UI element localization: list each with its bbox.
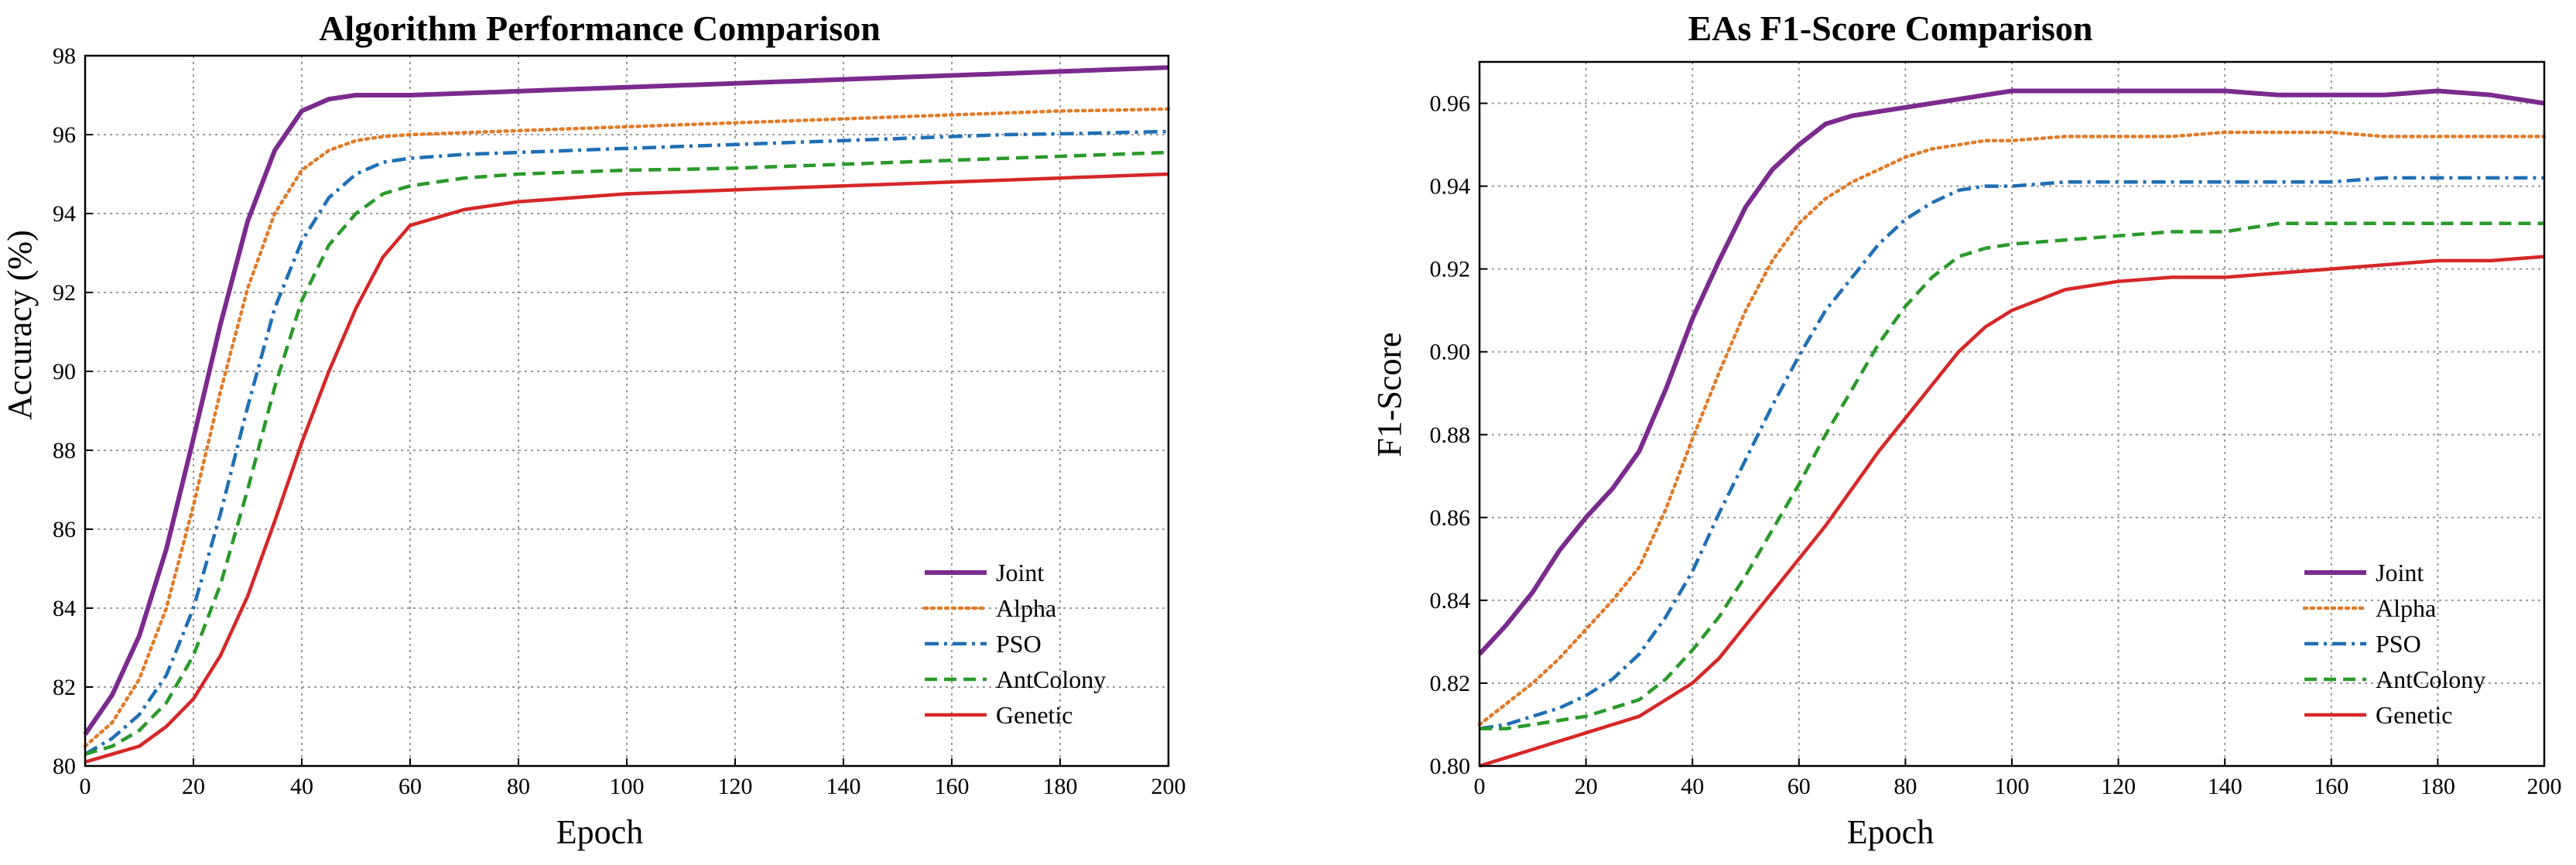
x-tick-label: 160 <box>935 774 970 799</box>
chart-title: Algorithm Performance Comparison <box>319 9 881 48</box>
y-tick-label: 0.84 <box>1430 588 1471 614</box>
y-tick-label: 0.86 <box>1430 505 1471 531</box>
x-tick-label: 100 <box>610 774 645 799</box>
y-tick-label: 84 <box>53 596 76 621</box>
legend-label-joint: Joint <box>2376 559 2424 586</box>
x-tick-label: 0 <box>80 774 91 799</box>
legend-label-genetic: Genetic <box>996 701 1073 729</box>
chart-title: EAs F1-Score Comparison <box>1688 9 2092 48</box>
series-line-joint <box>83 65 1169 736</box>
x-tick-label: 20 <box>182 774 205 799</box>
x-axis-label: Epoch <box>556 813 643 851</box>
y-axis-label: F1-Score <box>1370 332 1408 456</box>
y-tick-label: 0.80 <box>1430 754 1471 779</box>
x-tick-label: 40 <box>290 774 313 799</box>
x-tick-label: 160 <box>2314 774 2349 799</box>
x-tick-label: 100 <box>1995 774 2030 799</box>
legend: Joint Alpha PSO AntColony Genetic <box>2302 559 2485 729</box>
x-axis-label: Epoch <box>1847 813 1934 851</box>
y-tick-label: 0.96 <box>1430 91 1471 117</box>
legend-label-joint: Joint <box>996 559 1044 586</box>
x-tick-label: 80 <box>507 774 530 799</box>
x-tick-label: 200 <box>2527 774 2562 799</box>
y-tick-label: 92 <box>53 280 76 306</box>
series-line-joint <box>1477 88 2545 656</box>
legend-label-antcolony: AntColony <box>996 665 1106 693</box>
y-tick-label: 0.94 <box>1430 174 1471 200</box>
y-tick-label: 0.92 <box>1430 257 1471 282</box>
series-line-alpha <box>1477 130 2547 727</box>
legend-label-antcolony: AntColony <box>2376 665 2485 693</box>
legend-label-pso: PSO <box>996 630 1042 658</box>
y-tick-label: 82 <box>53 675 76 700</box>
series-line-pso <box>84 129 1169 756</box>
y-tick-label: 0.88 <box>1430 422 1471 448</box>
y-axis-label: Accuracy (%) <box>1 230 39 420</box>
series-line-genetic <box>1479 255 2545 768</box>
x-tick-label: 40 <box>1681 774 1704 799</box>
legend-label-alpha: Alpha <box>996 594 1056 622</box>
legend-label-pso: PSO <box>2376 630 2421 658</box>
y-tick-label: 90 <box>53 359 76 385</box>
y-tick-label: 98 <box>53 43 76 69</box>
y-tick-label: 96 <box>53 122 76 148</box>
x-tick-label: 140 <box>826 774 861 799</box>
x-tick-label: 120 <box>718 774 753 799</box>
x-tick-label: 60 <box>399 774 422 799</box>
series-line-antcolony <box>1480 221 2544 731</box>
y-tick-label: 0.82 <box>1430 671 1471 696</box>
series-line-genetic <box>84 172 1169 764</box>
x-tick-label: 80 <box>1894 774 1917 799</box>
x-tick-label: 20 <box>1575 774 1598 799</box>
x-tick-label: 180 <box>2420 774 2455 799</box>
y-tick-label: 94 <box>53 201 76 227</box>
legend-label-genetic: Genetic <box>2376 701 2453 729</box>
x-tick-label: 140 <box>2208 774 2242 799</box>
accuracy-chart: Algorithm Performance Comparison Epoch A… <box>1 9 1186 851</box>
x-tick-label: 180 <box>1043 774 1078 799</box>
x-tick-label: 200 <box>1151 774 1186 799</box>
y-tick-label: 80 <box>53 754 76 779</box>
series-line-antcolony <box>84 150 1169 756</box>
y-tick-label: 0.90 <box>1430 340 1471 365</box>
series-line-alpha <box>83 107 1171 748</box>
series-line-pso <box>1479 176 2544 731</box>
x-tick-label: 60 <box>1787 774 1811 799</box>
y-tick-label: 88 <box>53 438 76 463</box>
x-tick-label: 120 <box>2101 774 2136 799</box>
x-tick-label: 0 <box>1474 774 1486 799</box>
legend-label-alpha: Alpha <box>2376 594 2436 622</box>
legend: Joint Alpha PSO AntColony Genetic <box>922 559 1106 729</box>
y-tick-label: 86 <box>53 517 76 542</box>
f1-score-chart: EAs F1-Score Comparison Epoch F1-Score 0… <box>1370 9 2562 851</box>
